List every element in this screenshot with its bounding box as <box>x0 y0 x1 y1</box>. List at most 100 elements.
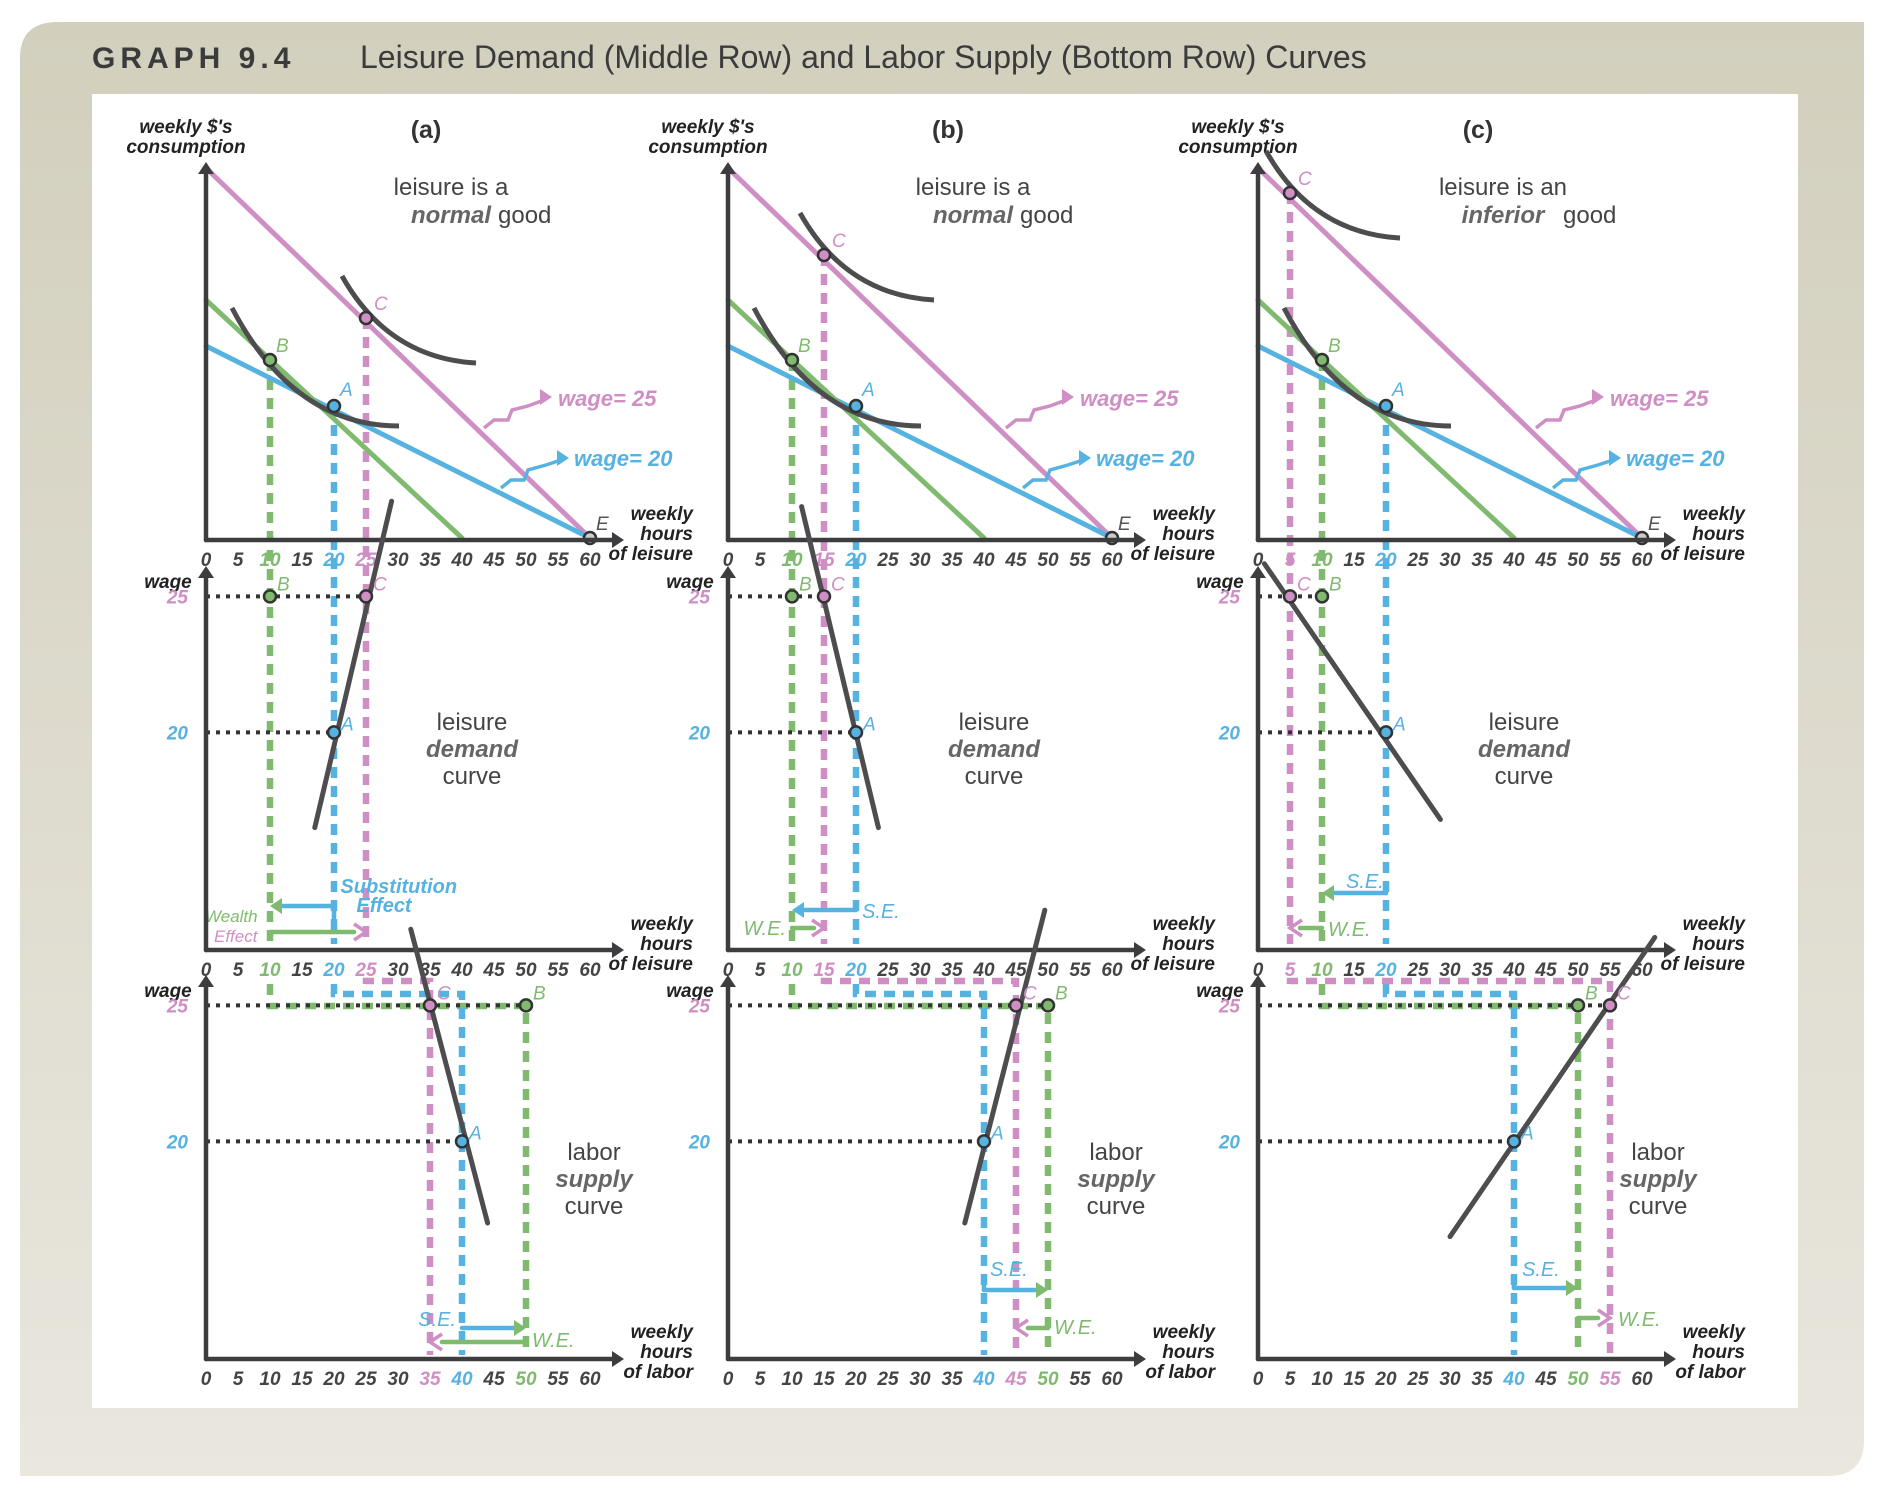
leisure-demand-desc: leisure <box>959 709 1030 736</box>
mid-x-tick: 35 <box>941 960 963 981</box>
bot-x-tick: 10 <box>259 1369 281 1390</box>
y-axis-arrow <box>198 162 214 174</box>
y-axis-arrow <box>198 566 214 578</box>
bot-x-tick: 35 <box>1471 1369 1493 1390</box>
panel-description: good <box>1563 202 1616 229</box>
wage-25-pointer <box>482 398 545 430</box>
top-x-tick: 55 <box>547 550 569 571</box>
point-A <box>1378 398 1394 414</box>
we-arrow-head <box>426 1332 443 1352</box>
wage-tick-20: 20 <box>688 1132 711 1153</box>
labor-supply-desc: supply <box>555 1166 634 1193</box>
top-x-tick: 0 <box>723 550 734 571</box>
wage-tick-25: 25 <box>1218 996 1241 1017</box>
top-x-tick: 20 <box>322 550 345 571</box>
wage-20-label: wage= 20 <box>1626 446 1725 471</box>
bot-x-tick: 55 <box>1599 1369 1621 1390</box>
x-axis-label: hours <box>640 524 693 545</box>
mid-x-tick: 60 <box>579 960 601 981</box>
budget-line-wage-20 <box>725 343 1115 541</box>
bot-x-tick: 20 <box>844 1369 867 1390</box>
y-axis-arrow <box>720 975 736 987</box>
se-arrow-head <box>1036 1282 1048 1298</box>
mid-x-tick: 5 <box>233 960 244 981</box>
bot-x-tick: 20 <box>1374 1369 1397 1390</box>
graph-title: Leisure Demand (Middle Row) and Labor Su… <box>360 39 1367 75</box>
panel-description: normal <box>933 202 1014 229</box>
top-x-tick: 55 <box>1599 550 1621 571</box>
point-C-label: C <box>831 574 845 595</box>
panel-description: good <box>1020 202 1073 229</box>
indifference-curve-high <box>339 274 477 366</box>
mid-x-tick: 15 <box>1343 960 1365 981</box>
panel-description: normal <box>411 202 492 229</box>
x-axis-arrow <box>1664 942 1676 958</box>
panel-tag: (a) <box>411 116 442 144</box>
top-x-tick: 40 <box>1502 550 1525 571</box>
we-arrow-head <box>811 918 828 938</box>
panel-description: leisure is a <box>394 174 509 201</box>
point-A <box>1378 725 1394 740</box>
se-arrow-head <box>1566 1280 1578 1296</box>
we-arrow-head <box>1286 918 1303 938</box>
y-axis-label: consumption <box>1178 137 1297 158</box>
x-axis-label: weekly <box>1683 504 1747 525</box>
point-A-label: A <box>1391 380 1405 401</box>
x-axis-label: of leisure <box>609 954 694 975</box>
point-B <box>518 998 534 1013</box>
top-x-tick: 50 <box>1567 550 1589 571</box>
point-B-label: B <box>276 336 289 357</box>
point-C <box>1282 589 1298 604</box>
bot-x-tick: 20 <box>322 1369 345 1390</box>
wage-axis-label: wage <box>144 981 192 1002</box>
point-B <box>1040 998 1056 1013</box>
bot-x-tick: 55 <box>547 1369 569 1390</box>
mid-x-tick: 30 <box>387 960 409 981</box>
top-x-tick: 15 <box>291 550 313 571</box>
mid-x-tick: 5 <box>755 960 766 981</box>
x-axis-label: hours <box>640 1342 693 1363</box>
wage-tick-20: 20 <box>166 723 189 744</box>
bot-x-tick: 30 <box>909 1369 931 1390</box>
pink-connector <box>1286 977 1614 1355</box>
point-B-label: B <box>533 983 546 1004</box>
panel-description: leisure is an <box>1439 174 1567 201</box>
wage-tick-25: 25 <box>166 996 189 1017</box>
point-B-label: B <box>1585 983 1598 1004</box>
wage-axis-label: wage <box>144 572 192 593</box>
x-axis-arrow <box>1664 532 1676 548</box>
bot-x-tick: 25 <box>354 1369 377 1390</box>
y-axis-arrow <box>720 566 736 578</box>
x-axis-label: of leisure <box>1661 954 1746 975</box>
substitution-arrow-head <box>270 898 282 914</box>
top-x-tick: 35 <box>941 550 963 571</box>
leisure-demand-desc: demand <box>1478 736 1571 763</box>
bot-x-tick: 45 <box>1004 1369 1027 1390</box>
we-label: W.E. <box>532 1330 575 1352</box>
x-axis-label: weekly <box>1153 914 1217 935</box>
wage-axis-label: wage <box>666 572 714 593</box>
y-axis-arrow <box>1250 566 1266 578</box>
point-B <box>1314 589 1330 604</box>
mid-x-tick: 15 <box>291 960 313 981</box>
panel-tag: (c) <box>1463 116 1494 144</box>
x-axis-label: weekly <box>1683 914 1747 935</box>
wage-20-pointer <box>499 458 562 490</box>
wage-tick-25: 25 <box>1218 587 1241 608</box>
point-A <box>326 398 342 414</box>
labor-supply-desc: labor <box>567 1139 620 1166</box>
mid-x-tick: 15 <box>813 960 835 981</box>
point-C-label: C <box>373 574 387 595</box>
y-axis-label: weekly $'s <box>139 117 232 138</box>
wage-axis-label: wage <box>666 981 714 1002</box>
mid-x-tick: 10 <box>1311 960 1333 981</box>
top-x-tick: 0 <box>201 550 212 571</box>
x-axis-label: hours <box>640 934 693 955</box>
mid-x-tick: 0 <box>1253 960 1264 981</box>
point-E-label: E <box>1118 514 1131 535</box>
bot-x-tick: 40 <box>450 1369 473 1390</box>
bot-x-tick: 0 <box>201 1369 212 1390</box>
top-x-tick: 30 <box>909 550 931 571</box>
y-axis-label: consumption <box>126 137 245 158</box>
mid-x-tick: 30 <box>1439 960 1461 981</box>
